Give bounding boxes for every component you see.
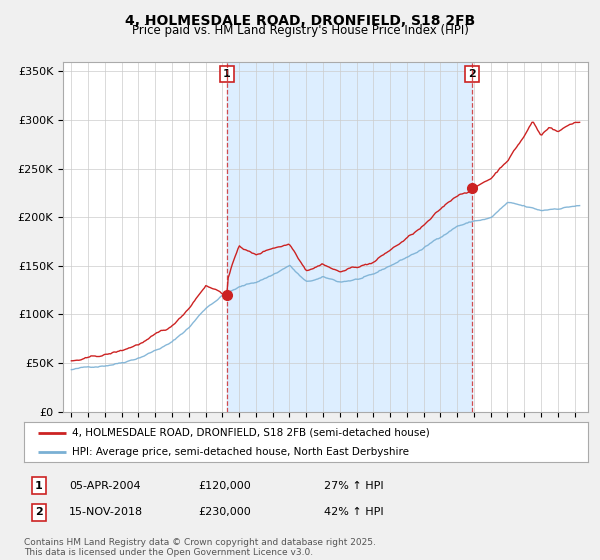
- Text: 15-NOV-2018: 15-NOV-2018: [69, 507, 143, 517]
- Text: Price paid vs. HM Land Registry's House Price Index (HPI): Price paid vs. HM Land Registry's House …: [131, 24, 469, 37]
- Bar: [227, 62, 472, 412]
- Text: 05-APR-2004: 05-APR-2004: [69, 480, 140, 491]
- Text: 42% ↑ HPI: 42% ↑ HPI: [324, 507, 383, 517]
- Text: 2: 2: [468, 69, 476, 79]
- Text: £120,000: £120,000: [198, 480, 251, 491]
- Text: 4, HOLMESDALE ROAD, DRONFIELD, S18 2FB (semi-detached house): 4, HOLMESDALE ROAD, DRONFIELD, S18 2FB (…: [72, 428, 430, 438]
- Text: 2: 2: [35, 507, 43, 517]
- Text: Contains HM Land Registry data © Crown copyright and database right 2025.
This d: Contains HM Land Registry data © Crown c…: [24, 538, 376, 557]
- Text: 27% ↑ HPI: 27% ↑ HPI: [324, 480, 383, 491]
- Text: 1: 1: [223, 69, 231, 79]
- Text: £230,000: £230,000: [198, 507, 251, 517]
- Text: 1: 1: [35, 480, 43, 491]
- Text: 4, HOLMESDALE ROAD, DRONFIELD, S18 2FB: 4, HOLMESDALE ROAD, DRONFIELD, S18 2FB: [125, 14, 475, 28]
- Text: HPI: Average price, semi-detached house, North East Derbyshire: HPI: Average price, semi-detached house,…: [72, 447, 409, 457]
